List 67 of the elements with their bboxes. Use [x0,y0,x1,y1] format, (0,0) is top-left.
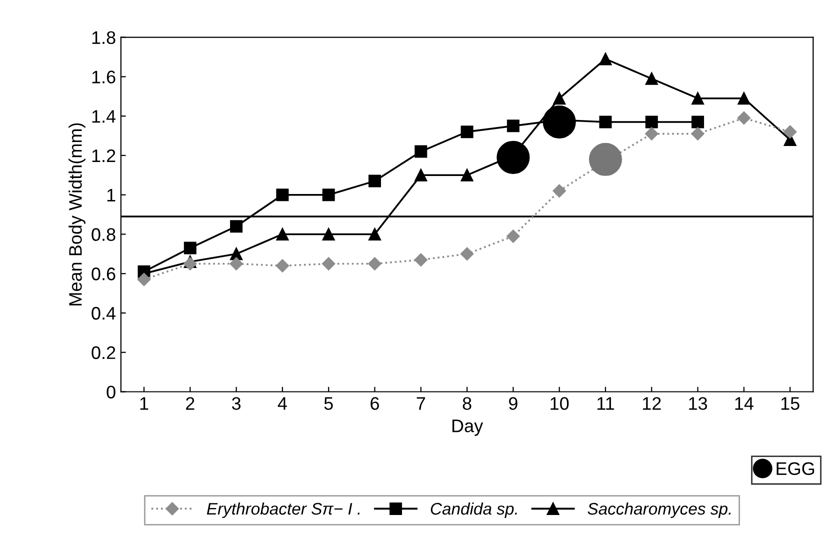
point [553,92,566,105]
x-tick-label: 5 [324,397,333,410]
point [276,259,290,272]
point [322,228,335,240]
x-tick-label: 7 [416,397,426,410]
y-tick-label: 1.4 [92,110,116,123]
legend-label: Saccharomyces sp. [588,502,731,518]
point [599,52,612,66]
point [460,247,474,261]
point [506,120,520,132]
x-tick-label: 2 [186,397,194,410]
point [368,257,382,270]
y-tick-label: 1 [107,188,116,202]
point [276,188,289,202]
point [645,72,658,85]
point [184,257,197,270]
point [230,248,243,260]
point [783,125,797,138]
point [414,253,428,266]
y-tick-label: 0 [106,386,116,398]
point [645,127,658,140]
point [460,168,474,182]
x-tick-label: 8 [462,397,472,410]
point [184,242,196,254]
point [599,116,612,128]
point [276,228,289,240]
point [645,116,658,128]
point [230,257,243,270]
legend-label: Erythrobacter Sπ− I . [206,502,360,518]
x-axis-title: Day [452,420,484,436]
x-tick-label: 12 [642,397,661,410]
point [460,126,474,138]
point [322,188,335,202]
point [692,92,704,105]
y-tick-label: 0.6 [92,268,116,280]
point [414,168,428,182]
x-tick-label: 15 [781,397,800,410]
point [691,127,704,140]
x-tick-label: 1 [140,397,148,410]
point [737,111,751,125]
point [414,145,428,158]
x-tick-label: 3 [232,397,241,410]
point [137,272,151,286]
x-tick-label: 11 [597,397,614,410]
x-tick-label: 14 [735,397,754,410]
point [506,230,520,243]
y-tick-label: 0.4 [92,306,116,320]
y-tick-label: 1.6 [92,70,116,84]
point [552,184,566,198]
y-tick-label: 1.2 [92,149,116,162]
point [738,92,750,105]
point [322,257,336,270]
point [368,174,381,188]
point [692,116,704,128]
x-tick-label: 4 [278,397,287,410]
point [230,220,243,233]
x-tick-label: 10 [550,397,569,410]
x-tick-label: 9 [509,397,518,410]
legend-label: Candida sp. [430,502,517,518]
legend-label: EGG [776,462,814,476]
y-tick-label: 1.8 [92,31,116,44]
y-axis-title: Mean Body Width(mm) [68,123,86,306]
y-tick-label: 0.8 [92,228,116,241]
x-tick-label: 13 [689,397,708,410]
point [368,228,381,240]
x-tick-label: 6 [370,397,379,410]
y-tick-label: 0.2 [92,346,116,360]
